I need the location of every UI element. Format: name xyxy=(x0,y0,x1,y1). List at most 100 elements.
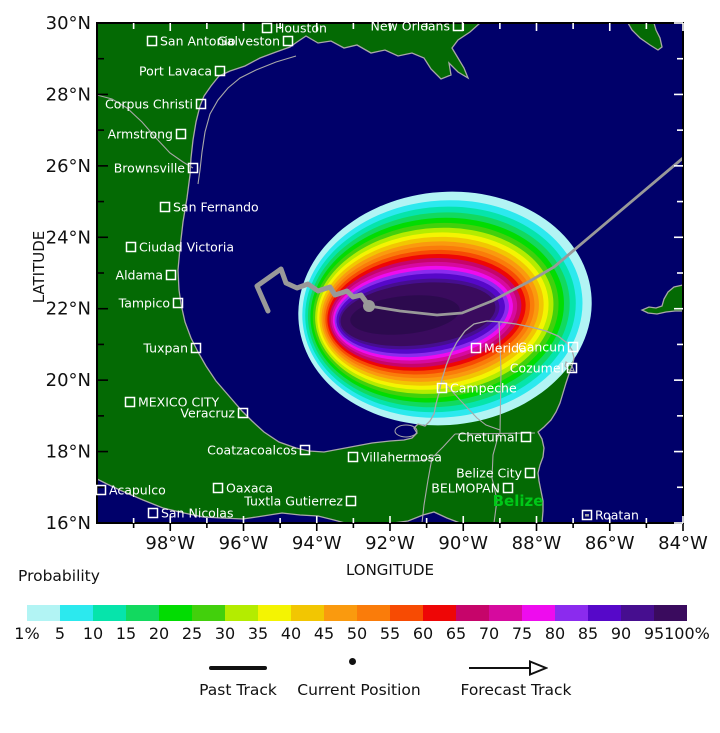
city-label: Campeche xyxy=(450,381,517,396)
city-marker xyxy=(452,20,464,32)
coastline xyxy=(96,22,575,524)
city-label: San Nicolas xyxy=(161,506,233,521)
colorbar-tick-label: 30 xyxy=(214,624,236,643)
x-tick-label: 86°W xyxy=(585,533,635,554)
colorbar-segment-16 xyxy=(522,605,555,621)
colorbar-segment-17 xyxy=(555,605,588,621)
x-axis-title: LONGITUDE xyxy=(345,561,435,579)
colorbar-tick-label: 75 xyxy=(511,624,533,643)
city-marker xyxy=(299,444,311,456)
x-tick-label: 88°W xyxy=(512,533,562,554)
colorbar-tick-label: 25 xyxy=(181,624,203,643)
x-tick-label: 98°W xyxy=(145,533,195,554)
past-track-symbol xyxy=(209,666,267,670)
past-track-label: Past Track xyxy=(199,681,277,699)
x-tick-label: 84°W xyxy=(658,533,708,554)
x-tick-label: 92°W xyxy=(365,533,415,554)
city-marker xyxy=(195,98,207,110)
city-marker xyxy=(436,382,448,394)
colorbar-tick-label: 100% xyxy=(664,624,710,643)
city-label: New Orleans xyxy=(371,19,450,34)
colorbar-segment-1 xyxy=(27,605,60,621)
cuba-coastline xyxy=(640,284,684,315)
y-tick-label: 16°N xyxy=(46,513,91,534)
colorbar-segment-7 xyxy=(225,605,258,621)
city-marker xyxy=(520,431,532,443)
city-label: Armstrong xyxy=(108,127,173,142)
colorbar-segment-2 xyxy=(60,605,93,621)
city-label: Galveston xyxy=(217,34,280,49)
colorbar-labels: 1% 5 10 15 20 25 30 35 40 45 50 55 60 65 70 75 80 85 90 95 1… xyxy=(14,624,710,644)
cozumel-island xyxy=(564,361,575,372)
city-marker xyxy=(165,269,177,281)
city-label: Veracruz xyxy=(180,406,235,421)
city-marker xyxy=(124,396,136,408)
city-label: Brownsville xyxy=(114,161,186,176)
city-marker xyxy=(502,482,514,494)
colorbar-segment-19 xyxy=(621,605,654,621)
city-marker xyxy=(524,467,536,479)
city-marker xyxy=(190,342,202,354)
city-label: Villahermosa xyxy=(361,450,442,465)
past-track-line xyxy=(254,266,372,314)
y-tick-label: 30°N xyxy=(46,13,91,34)
city-label: Port Lavaca xyxy=(139,64,212,79)
probability-map: 30°N 28°N 26°N 24°N 22°N 20°N 18°N 16°N 98°W 96°W… xyxy=(46,13,708,554)
colorbar-tick-label: 90 xyxy=(610,624,632,643)
y-tick-label: 22°N xyxy=(46,299,91,320)
y-tick-label: 26°N xyxy=(46,156,91,177)
colorbar-tick-label: 20 xyxy=(148,624,170,643)
colorbar-segment-18 xyxy=(588,605,621,621)
city-marker xyxy=(147,507,159,519)
country-label-belize: Belize xyxy=(493,492,544,510)
colorbar-tick-label: 1% xyxy=(14,624,40,643)
colorbar-tick-label: 40 xyxy=(280,624,302,643)
current-position-symbol xyxy=(349,658,356,665)
city-marker xyxy=(237,407,249,419)
colorbar-segment-5 xyxy=(159,605,192,621)
colorbar-tick-label: 60 xyxy=(412,624,434,643)
current-position-label: Current Position xyxy=(297,681,421,699)
colorbar-tick-label: 85 xyxy=(577,624,599,643)
city-label: Cozumel xyxy=(510,361,564,376)
city-marker xyxy=(347,451,359,463)
land-florida xyxy=(628,23,662,50)
city-marker xyxy=(172,297,184,309)
city-label: Chetumal xyxy=(458,430,518,445)
colorbar-segment-9 xyxy=(291,605,324,621)
city-marker xyxy=(175,128,187,140)
colorbar-segment-20 xyxy=(654,605,687,621)
city-marker xyxy=(581,509,593,521)
forecast-track-label: Forecast Track xyxy=(460,681,572,699)
city-marker xyxy=(125,241,137,253)
y-tick-label: 24°N xyxy=(46,227,91,248)
city-label: Ciudad Victoria xyxy=(139,240,234,255)
colorbar-segment-3 xyxy=(93,605,126,621)
city-label: Tuxpan xyxy=(142,341,188,356)
colorbar-segment-6 xyxy=(192,605,225,621)
terminos-lagoon xyxy=(394,424,418,438)
city-marker xyxy=(282,35,294,47)
colorbar-segment-11 xyxy=(357,605,390,621)
x-tick-label: 90°W xyxy=(438,533,488,554)
forecast-arrow-head xyxy=(529,660,548,676)
colorbar-segment-10 xyxy=(324,605,357,621)
city-marker xyxy=(566,362,578,374)
city-marker xyxy=(470,342,482,354)
city-marker xyxy=(345,495,357,507)
x-tick-label: 96°W xyxy=(219,533,269,554)
y-tick-label: 18°N xyxy=(46,442,91,463)
florida-coastline xyxy=(627,22,663,51)
y-tick-label: 20°N xyxy=(46,370,91,391)
city-marker xyxy=(95,484,107,496)
colorbar-tick-label: 15 xyxy=(115,624,137,643)
colorbar-tick-label: 35 xyxy=(247,624,269,643)
colorbar-tick-label: 70 xyxy=(478,624,500,643)
city-marker xyxy=(212,482,224,494)
colorbar-tick-label: 50 xyxy=(346,624,368,643)
current-position-dot xyxy=(363,300,375,312)
city-marker xyxy=(146,35,158,47)
city-label: Merida xyxy=(484,341,527,356)
city-marker xyxy=(567,341,579,353)
city-marker xyxy=(214,65,226,77)
